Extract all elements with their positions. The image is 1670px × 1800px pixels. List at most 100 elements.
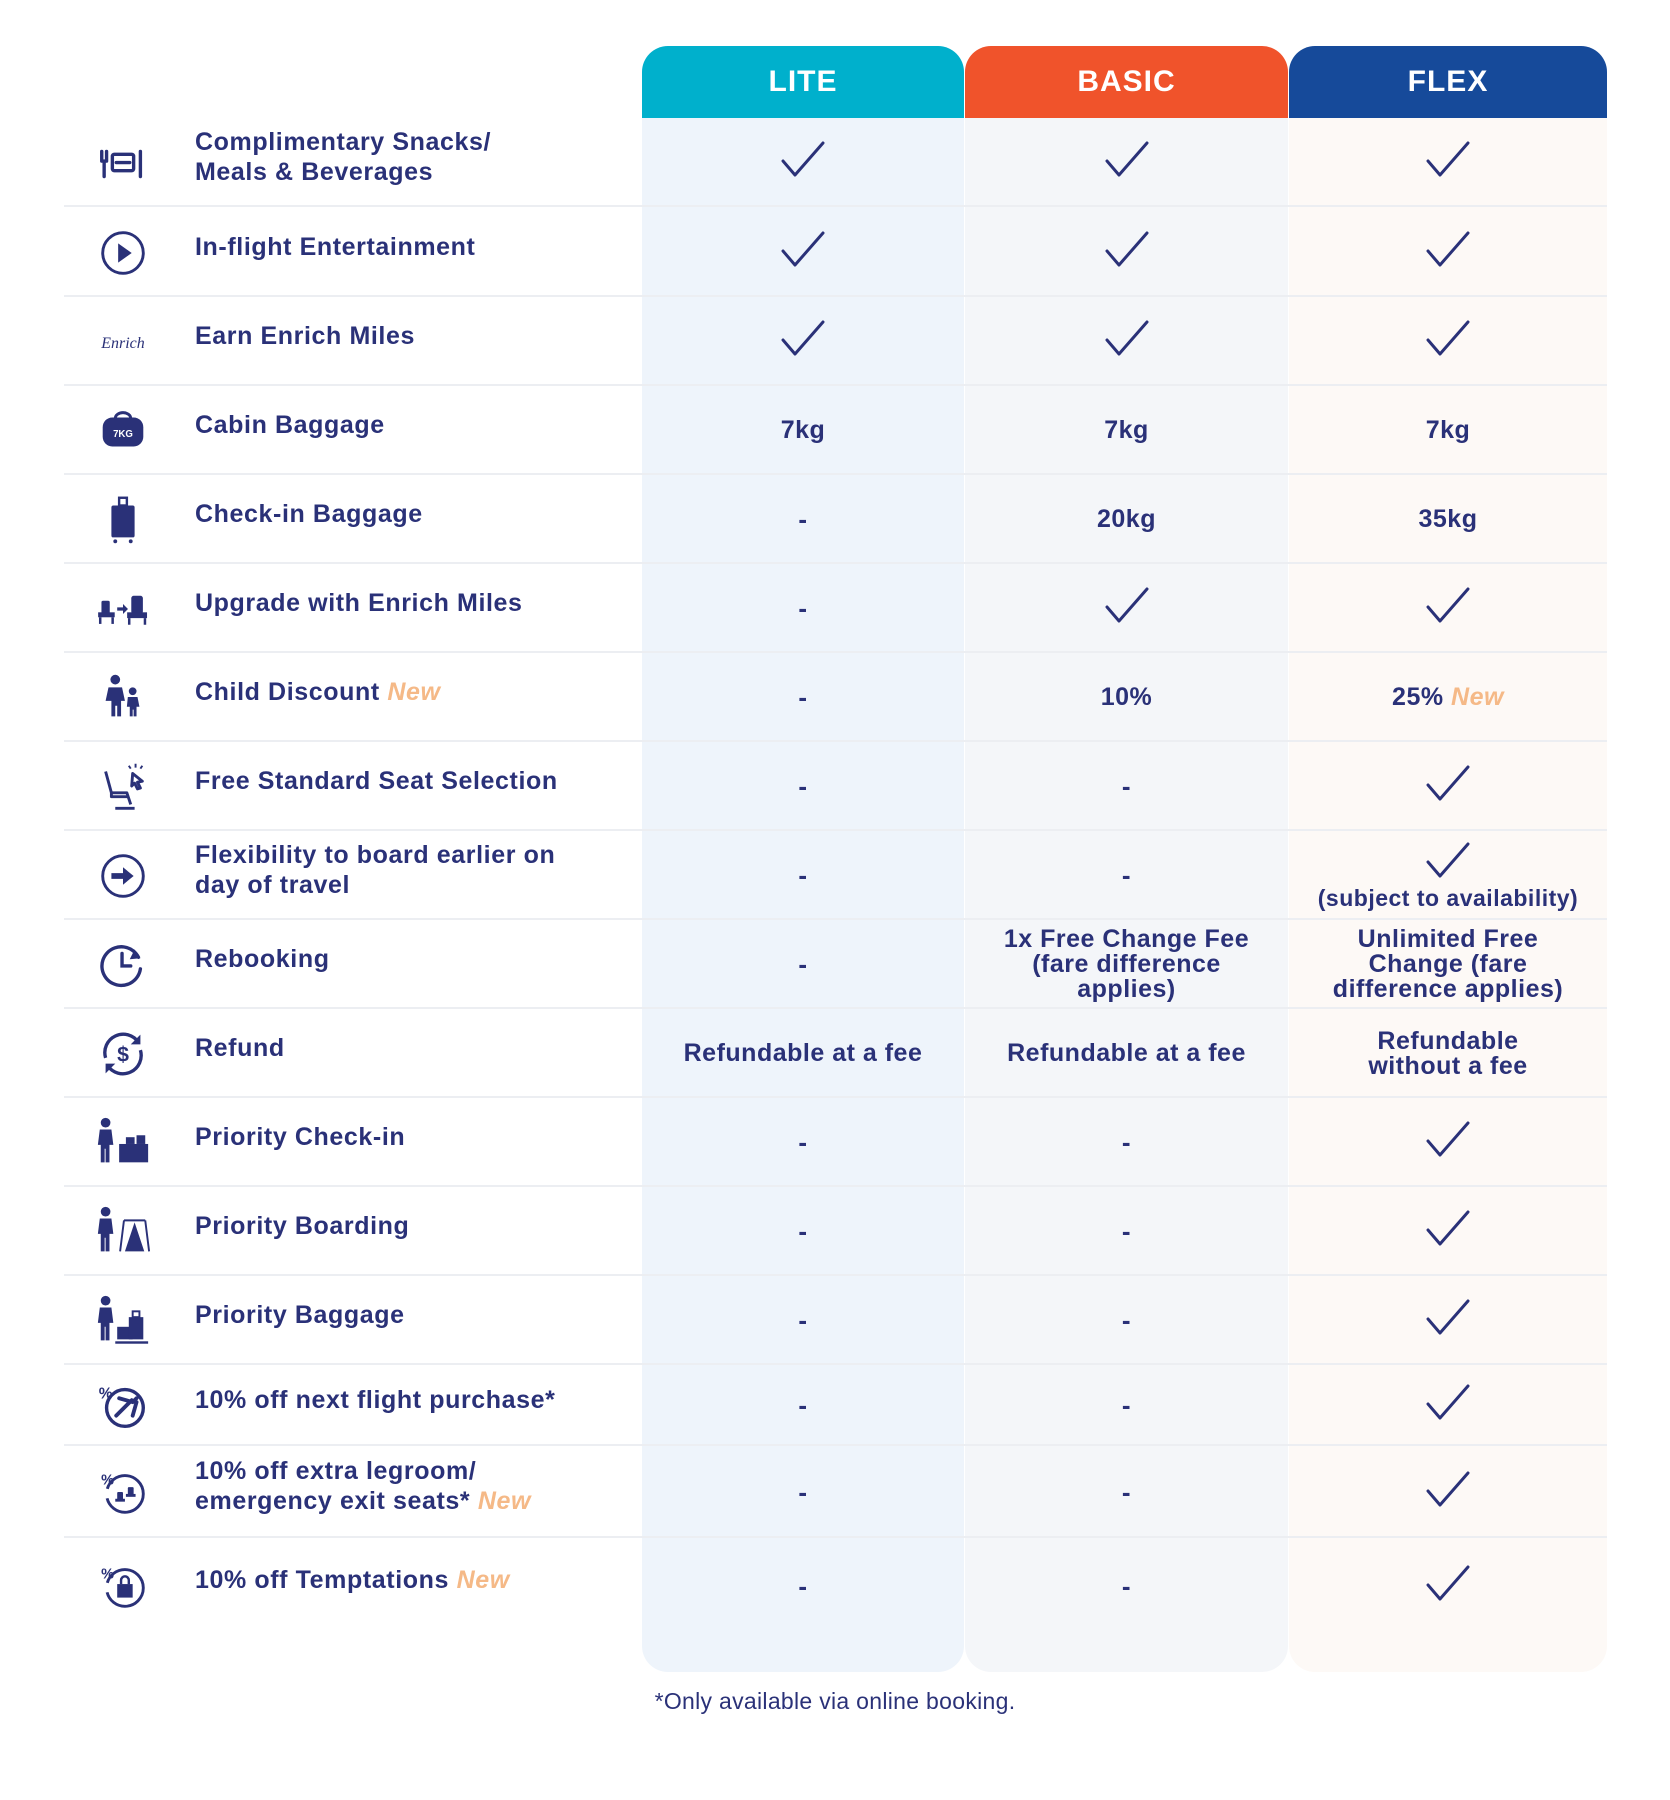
- discount-flight-icon: %: [88, 1376, 158, 1436]
- feature-label-text: Priority Boarding: [195, 1211, 410, 1240]
- row-divider: [64, 1007, 1607, 1009]
- lite-column-background: [642, 46, 964, 1672]
- cell-basic: -: [965, 1187, 1288, 1276]
- cell-lite: -: [642, 1446, 964, 1538]
- feature-label: Child Discount New: [195, 677, 635, 707]
- new-badge: New: [456, 1566, 510, 1594]
- not-included-dash: -: [1121, 1390, 1132, 1420]
- checkmark-icon: [1425, 764, 1471, 809]
- cell-value: 35kg: [1419, 507, 1478, 532]
- cell-flex: 35kg: [1289, 475, 1607, 564]
- row-divider: [64, 1274, 1607, 1276]
- cell-value-text: 1x Free Change Fee (fare difference applie…: [1003, 925, 1250, 1003]
- feature-label: Free Standard Seat Selection: [195, 766, 635, 796]
- checkmark-icon: [1104, 586, 1150, 631]
- priority-boarding-icon: [88, 1202, 158, 1262]
- cell-basic: -: [965, 742, 1288, 831]
- cell-basic: 1x Free Change Fee (fare difference applie…: [965, 920, 1288, 1009]
- feature-label: Refund: [195, 1033, 635, 1063]
- table-row: [64, 1276, 1607, 1365]
- checkmark-icon: [1425, 1120, 1471, 1165]
- svg-text:%: %: [99, 1385, 113, 1402]
- cell-basic: -: [965, 1098, 1288, 1187]
- not-included-dash: -: [798, 860, 808, 890]
- cell-basic: Refundable at a fee: [965, 1009, 1288, 1098]
- adult-child-icon: [88, 668, 158, 728]
- feature-label: 10% off next flight purchase*: [195, 1385, 635, 1415]
- new-badge: New: [387, 677, 441, 706]
- row-divider: [64, 473, 1607, 475]
- row-divider: [64, 562, 1607, 564]
- svg-text:%: %: [101, 1566, 114, 1582]
- feature-label-text: Earn Enrich Miles: [195, 321, 415, 350]
- checkmark-icon: [780, 230, 826, 275]
- checkmark-icon: [1425, 1564, 1471, 1609]
- cell-basic: -: [965, 1276, 1288, 1365]
- cell-flex: [1289, 1187, 1607, 1276]
- priority-baggage-icon: [88, 1291, 158, 1351]
- row-divider: [64, 918, 1607, 920]
- suitcase-icon: [88, 490, 158, 550]
- cell-value-text: 7kg: [1425, 416, 1471, 444]
- not-included-dash: -: [1121, 1305, 1132, 1335]
- checkmark-icon: [1425, 1209, 1471, 1254]
- tier-header-flex: FLEX: [1289, 46, 1607, 118]
- cell-lite: -: [642, 1187, 964, 1276]
- table-row: [64, 1098, 1607, 1187]
- cell-value: 7kg: [1104, 418, 1149, 443]
- not-included-dash: -: [798, 593, 808, 623]
- checkmark-icon: [1425, 140, 1471, 185]
- cell-lite: -: [642, 920, 964, 1009]
- cell-value-text: 10%: [1100, 683, 1153, 711]
- not-included-dash: -: [1121, 771, 1132, 801]
- tier-header-basic: BASIC: [965, 46, 1288, 118]
- cell-value: 20kg: [1097, 507, 1156, 532]
- cell-flex: [1289, 1276, 1607, 1365]
- not-included-dash: -: [798, 1216, 808, 1246]
- cell-lite: -: [642, 1276, 964, 1365]
- feature-label: 10% off Temptations New: [195, 1565, 635, 1595]
- cell-flex: Unlimited Free Change (fare difference app…: [1289, 920, 1607, 1009]
- cell-basic: -: [965, 1538, 1288, 1634]
- not-included-dash: -: [1121, 860, 1132, 890]
- feature-label: Complimentary Snacks/Meals & Beverages: [195, 127, 635, 187]
- table-row: [64, 297, 1607, 386]
- row-divider: [64, 1096, 1607, 1098]
- cell-lite: -: [642, 564, 964, 653]
- feature-label-text: Priority Baggage: [195, 1300, 405, 1329]
- not-included-dash: -: [798, 1570, 808, 1601]
- checkmark-icon: [780, 319, 826, 364]
- feature-label-text: Cabin Baggage: [195, 410, 385, 439]
- cell-lite: -: [642, 653, 964, 742]
- cell-value-text: 35kg: [1418, 505, 1478, 533]
- cell-lite: -: [642, 1538, 964, 1634]
- cell-lite: [642, 297, 964, 386]
- new-badge: New: [1451, 683, 1504, 711]
- not-included-dash: -: [798, 771, 808, 801]
- checkmark-icon: [1425, 1470, 1471, 1515]
- not-included-dash: -: [1121, 1570, 1132, 1601]
- table-row: [64, 742, 1607, 831]
- feature-label: Priority Baggage: [195, 1300, 635, 1330]
- not-included-dash: -: [1121, 1127, 1132, 1157]
- table-row: [64, 1009, 1607, 1098]
- cell-basic: [965, 297, 1288, 386]
- arrow-circle-icon: [88, 846, 158, 906]
- cell-flex: 7kg: [1289, 386, 1607, 475]
- table-row: [64, 1446, 1607, 1538]
- seat-select-icon: [88, 757, 158, 817]
- feature-label-text: Flexibility to board earlier on day of tr…: [195, 840, 556, 899]
- footnote: *Only available via online booking.: [654, 1688, 1016, 1714]
- table-row: [64, 208, 1607, 297]
- cell-lite: -: [642, 1365, 964, 1446]
- checkmark-icon: [1104, 319, 1150, 364]
- checkmark-icon: [1425, 230, 1471, 275]
- cell-value: 1x Free Change Fee (fare difference applie…: [1004, 927, 1249, 1002]
- checkmark-icon: [1425, 586, 1471, 631]
- feature-label-text: Rebooking: [195, 944, 330, 973]
- table-row: [64, 118, 1607, 207]
- cell-value-text: Refundable at a fee: [1007, 1039, 1246, 1067]
- feature-label: Check-in Baggage: [195, 499, 635, 529]
- cell-flex: 25% New: [1289, 653, 1607, 742]
- table-row: [64, 386, 1607, 475]
